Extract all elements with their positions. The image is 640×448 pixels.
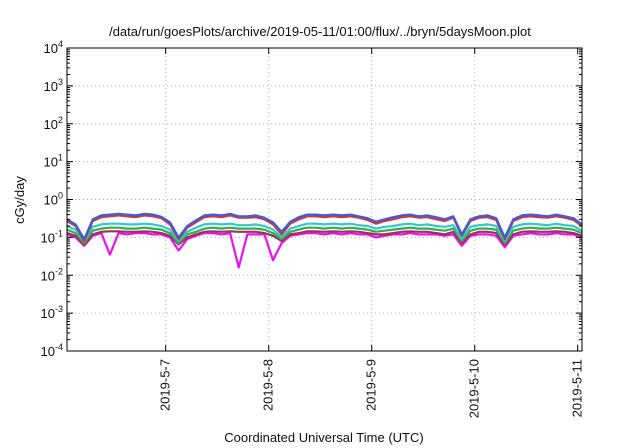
y-tick-label: 103 — [44, 77, 63, 94]
y-tick-label: 10-3 — [41, 304, 63, 321]
x-axis-label: Coordinated Universal Time (UTC) — [224, 430, 423, 445]
y-tick-label: 10-1 — [41, 228, 63, 245]
series-line — [66, 226, 583, 245]
chart-title: /data/run/goesPlots/archive/2019-05-11/0… — [109, 24, 531, 39]
series-line — [66, 222, 583, 243]
y-tick-label: 104 — [44, 39, 63, 56]
x-axis-ticks: 2019-5-7 2019-5-8 2019-5-9 2019-5-10 2019-5-… — [158, 48, 585, 418]
gridlines — [67, 48, 582, 351]
x-tick-label: 2019-5-7 — [158, 359, 173, 411]
y-axis-label: cGy/day — [12, 176, 27, 224]
x-tick-label: 2019-5-8 — [261, 359, 276, 411]
y-tick-label: 100 — [44, 191, 63, 208]
y-axis-ticks: 10-4 10-3 10-2 10-1 100 101 102 103 104 — [41, 39, 582, 359]
y-tick-label: 102 — [44, 115, 63, 132]
y-tick-label: 101 — [44, 153, 63, 170]
y-tick-label: 10-2 — [41, 266, 63, 283]
x-tick-label: 2019-5-11 — [570, 359, 585, 417]
series-line — [66, 230, 583, 246]
x-tick-label: 2019-5-9 — [364, 359, 379, 411]
x-tick-label: 2019-5-10 — [467, 359, 482, 418]
series-line — [66, 232, 583, 269]
y-tick-label: 10-4 — [41, 342, 63, 359]
series-layer — [66, 212, 583, 269]
series-line — [66, 212, 583, 241]
